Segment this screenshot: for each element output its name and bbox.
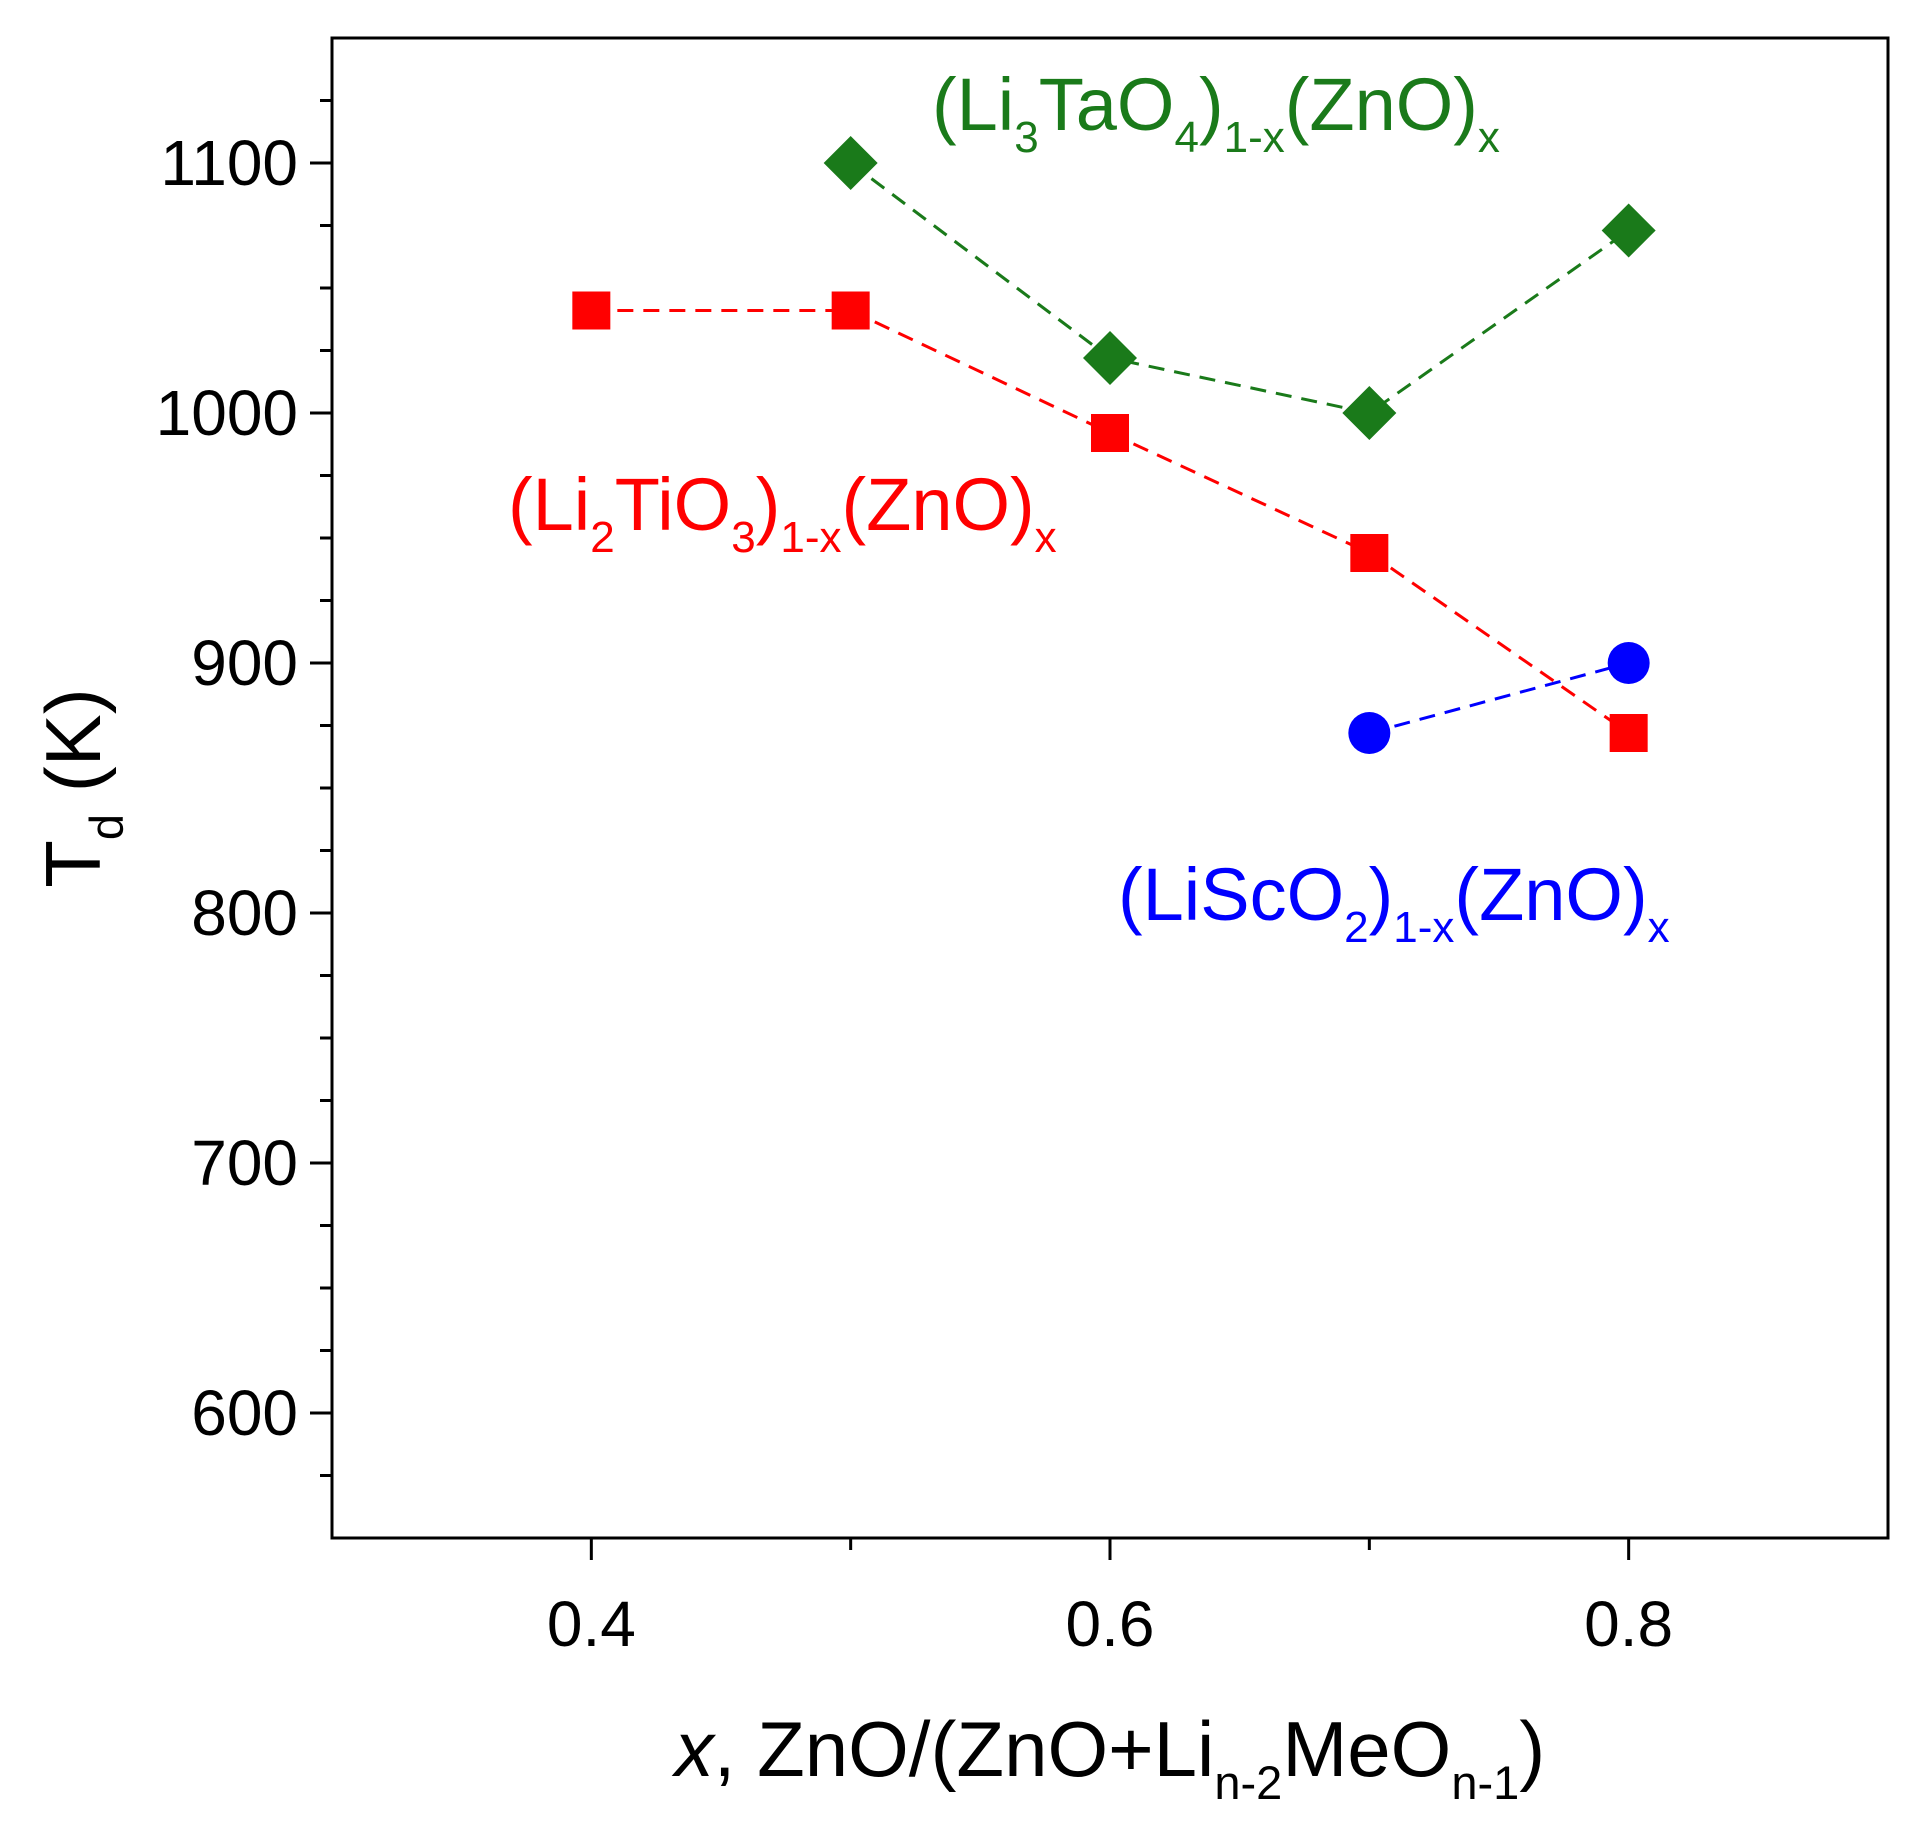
data-point-diamond — [1083, 331, 1137, 385]
data-point-square — [1350, 534, 1389, 572]
x-axis-label: x, ZnO/(ZnO+Lin-2MeOn-1) — [671, 1705, 1546, 1809]
data-point-circle — [1348, 712, 1391, 754]
data-point-square — [572, 291, 611, 330]
x-tick-label: 0.6 — [1066, 1588, 1155, 1660]
series-markers — [572, 136, 1656, 754]
data-point-square — [1609, 714, 1648, 752]
data-point-diamond — [1601, 203, 1656, 258]
data-point-square — [1091, 414, 1129, 452]
axes-layer: 600 700 800 900 1000 1100 0.4 0.6 0.8 x, ZnO/(ZnO… — [29, 99, 1673, 1809]
label-liscO2: (LiScO2)1-x(ZnO)x — [1118, 853, 1670, 952]
x-tick-label: 0.4 — [547, 1588, 636, 1660]
x-tick-label: 0.8 — [1584, 1588, 1673, 1660]
y-tick-label: 700 — [191, 1127, 298, 1199]
plot-frame — [330, 36, 1890, 1540]
series-line-0 — [849, 161, 1630, 415]
annotations: (Li3TaO4)1-x(ZnO)x (Li2TiO3)1-x(ZnO)x (LiS… — [508, 63, 1670, 952]
y-tick-label: 1000 — [156, 377, 298, 449]
series-line-2 — [1368, 661, 1630, 735]
data-point-square — [831, 291, 870, 330]
y-tick-label: 900 — [191, 627, 298, 699]
label-li3tao4: (Li3TaO4)1-x(ZnO)x — [932, 63, 1500, 162]
y-tick-label: 600 — [191, 1377, 298, 1449]
data-point-diamond — [823, 136, 878, 190]
data-point-circle — [1607, 642, 1650, 684]
y-tick-label: 800 — [191, 877, 298, 949]
label-li2tio3: (Li2TiO3)1-x(ZnO)x — [508, 463, 1057, 562]
y-axis-label: Td (K) — [29, 688, 133, 887]
data-point-diamond — [1342, 386, 1397, 440]
y-tick-label: 1100 — [160, 127, 298, 199]
